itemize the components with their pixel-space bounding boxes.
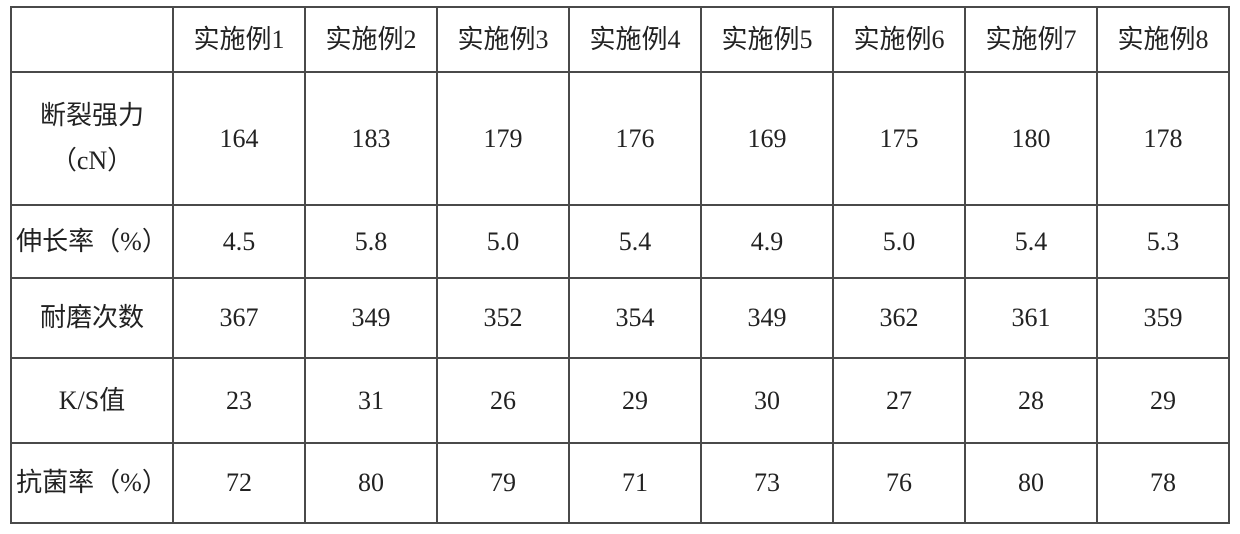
row-label-elongation: 伸长率（%） — [11, 205, 173, 278]
cell: 27 — [833, 358, 965, 444]
row-label-line1: 断裂强力 — [16, 94, 168, 138]
cell: 73 — [701, 443, 833, 523]
cell: 4.5 — [173, 205, 305, 278]
header-col-7: 实施例7 — [965, 7, 1097, 72]
row-label-ks-value: K/S值 — [11, 358, 173, 444]
cell: 354 — [569, 278, 701, 358]
row-ks-value: K/S值 23 31 26 29 30 27 28 29 — [11, 358, 1229, 444]
row-wear-cycles: 耐磨次数 367 349 352 354 349 362 361 359 — [11, 278, 1229, 358]
row-label-antibacterial: 抗菌率（%） — [11, 443, 173, 523]
cell: 349 — [701, 278, 833, 358]
cell: 78 — [1097, 443, 1229, 523]
row-elongation: 伸长率（%） 4.5 5.8 5.0 5.4 4.9 5.0 5.4 5.3 — [11, 205, 1229, 278]
cell: 80 — [965, 443, 1097, 523]
cell: 169 — [701, 72, 833, 205]
cell: 5.4 — [965, 205, 1097, 278]
cell: 362 — [833, 278, 965, 358]
cell: 367 — [173, 278, 305, 358]
cell: 175 — [833, 72, 965, 205]
row-breaking-strength: 断裂强力 （cN） 164 183 179 176 169 175 180 17… — [11, 72, 1229, 205]
cell: 29 — [569, 358, 701, 444]
cell: 180 — [965, 72, 1097, 205]
header-col-5: 实施例5 — [701, 7, 833, 72]
cell: 5.3 — [1097, 205, 1229, 278]
row-label-line2: （cN） — [16, 139, 168, 183]
row-label-breaking-strength: 断裂强力 （cN） — [11, 72, 173, 205]
cell: 76 — [833, 443, 965, 523]
cell: 361 — [965, 278, 1097, 358]
header-col-1: 实施例1 — [173, 7, 305, 72]
cell: 352 — [437, 278, 569, 358]
cell: 183 — [305, 72, 437, 205]
table-container: 实施例1 实施例2 实施例3 实施例4 实施例5 实施例6 实施例7 实施例8 … — [0, 0, 1240, 534]
cell: 176 — [569, 72, 701, 205]
cell: 5.8 — [305, 205, 437, 278]
header-col-3: 实施例3 — [437, 7, 569, 72]
cell: 31 — [305, 358, 437, 444]
cell: 5.0 — [437, 205, 569, 278]
cell: 79 — [437, 443, 569, 523]
cell: 164 — [173, 72, 305, 205]
header-col-6: 实施例6 — [833, 7, 965, 72]
cell: 4.9 — [701, 205, 833, 278]
data-table: 实施例1 实施例2 实施例3 实施例4 实施例5 实施例6 实施例7 实施例8 … — [10, 6, 1230, 524]
header-col-8: 实施例8 — [1097, 7, 1229, 72]
cell: 71 — [569, 443, 701, 523]
header-blank — [11, 7, 173, 72]
cell: 30 — [701, 358, 833, 444]
cell: 26 — [437, 358, 569, 444]
table-header-row: 实施例1 实施例2 实施例3 实施例4 实施例5 实施例6 实施例7 实施例8 — [11, 7, 1229, 72]
cell: 80 — [305, 443, 437, 523]
row-label-wear-cycles: 耐磨次数 — [11, 278, 173, 358]
cell: 23 — [173, 358, 305, 444]
cell: 72 — [173, 443, 305, 523]
row-antibacterial: 抗菌率（%） 72 80 79 71 73 76 80 78 — [11, 443, 1229, 523]
cell: 359 — [1097, 278, 1229, 358]
cell: 179 — [437, 72, 569, 205]
cell: 29 — [1097, 358, 1229, 444]
cell: 5.4 — [569, 205, 701, 278]
header-col-4: 实施例4 — [569, 7, 701, 72]
header-col-2: 实施例2 — [305, 7, 437, 72]
cell: 349 — [305, 278, 437, 358]
cell: 28 — [965, 358, 1097, 444]
cell: 178 — [1097, 72, 1229, 205]
cell: 5.0 — [833, 205, 965, 278]
